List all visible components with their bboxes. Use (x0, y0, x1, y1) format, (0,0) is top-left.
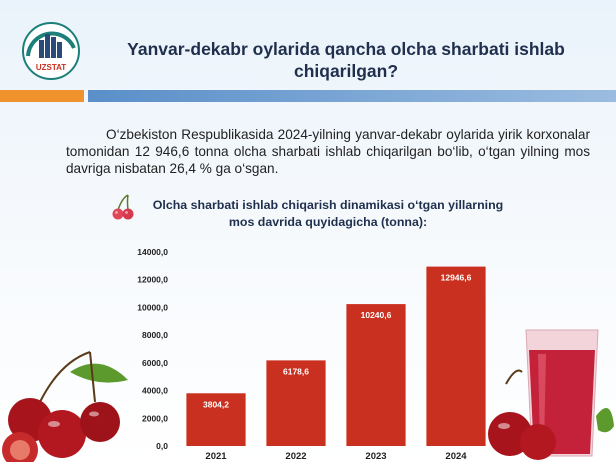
y-tick-label: 0,0 (156, 441, 168, 451)
y-tick-label: 2000,0 (142, 413, 168, 423)
header-band-orange (0, 90, 84, 102)
intro-paragraph: O‘zbekiston Respublikasida 2024-yilning … (66, 127, 590, 176)
juice-glass-illustration (488, 329, 614, 460)
x-category-label: 2022 (285, 451, 306, 462)
bar-value-label: 6178,6 (283, 366, 309, 376)
y-tick-label: 8000,0 (142, 330, 168, 340)
bar-value-label: 3804,2 (203, 399, 229, 409)
x-axis: 2021 2022 2023 2024 (205, 451, 467, 462)
bar-value-label: 12946,6 (441, 273, 472, 283)
bar-2021 (186, 393, 246, 446)
bar-value-label: 10240,6 (361, 310, 392, 320)
x-category-label: 2021 (205, 451, 227, 462)
chart-title: Olcha sharbati ishlab chiqarish dinamika… (152, 198, 504, 229)
chart-title-block: Olcha sharbati ishlab chiqarish dinamika… (108, 192, 568, 232)
x-category-label: 2023 (365, 451, 386, 462)
cherries-illustration-left (2, 351, 128, 462)
cherry-icon (112, 194, 134, 220)
y-tick-label: 4000,0 (142, 386, 168, 396)
bar-2022 (266, 360, 326, 446)
header-band-blue (88, 90, 616, 102)
y-axis: 0,0 2000,0 4000,0 6000,0 8000,0 10000,0 12000,… (137, 247, 168, 451)
y-tick-label: 6000,0 (142, 358, 168, 368)
bar-2023 (346, 304, 406, 446)
y-tick-label: 14000,0 (137, 247, 168, 257)
bar-2024 (426, 266, 486, 446)
bars: 3804,2 6178,6 10240,6 12946,6 (186, 266, 486, 446)
logo-text: UZSTAT (36, 63, 66, 72)
page-title: Yanvar-dekabr oylarida qancha olcha shar… (127, 39, 565, 81)
y-tick-label: 12000,0 (137, 275, 168, 285)
uzstat-logo: UZSTAT (22, 22, 80, 80)
y-tick-label: 10000,0 (137, 302, 168, 312)
x-category-label: 2024 (445, 451, 467, 462)
